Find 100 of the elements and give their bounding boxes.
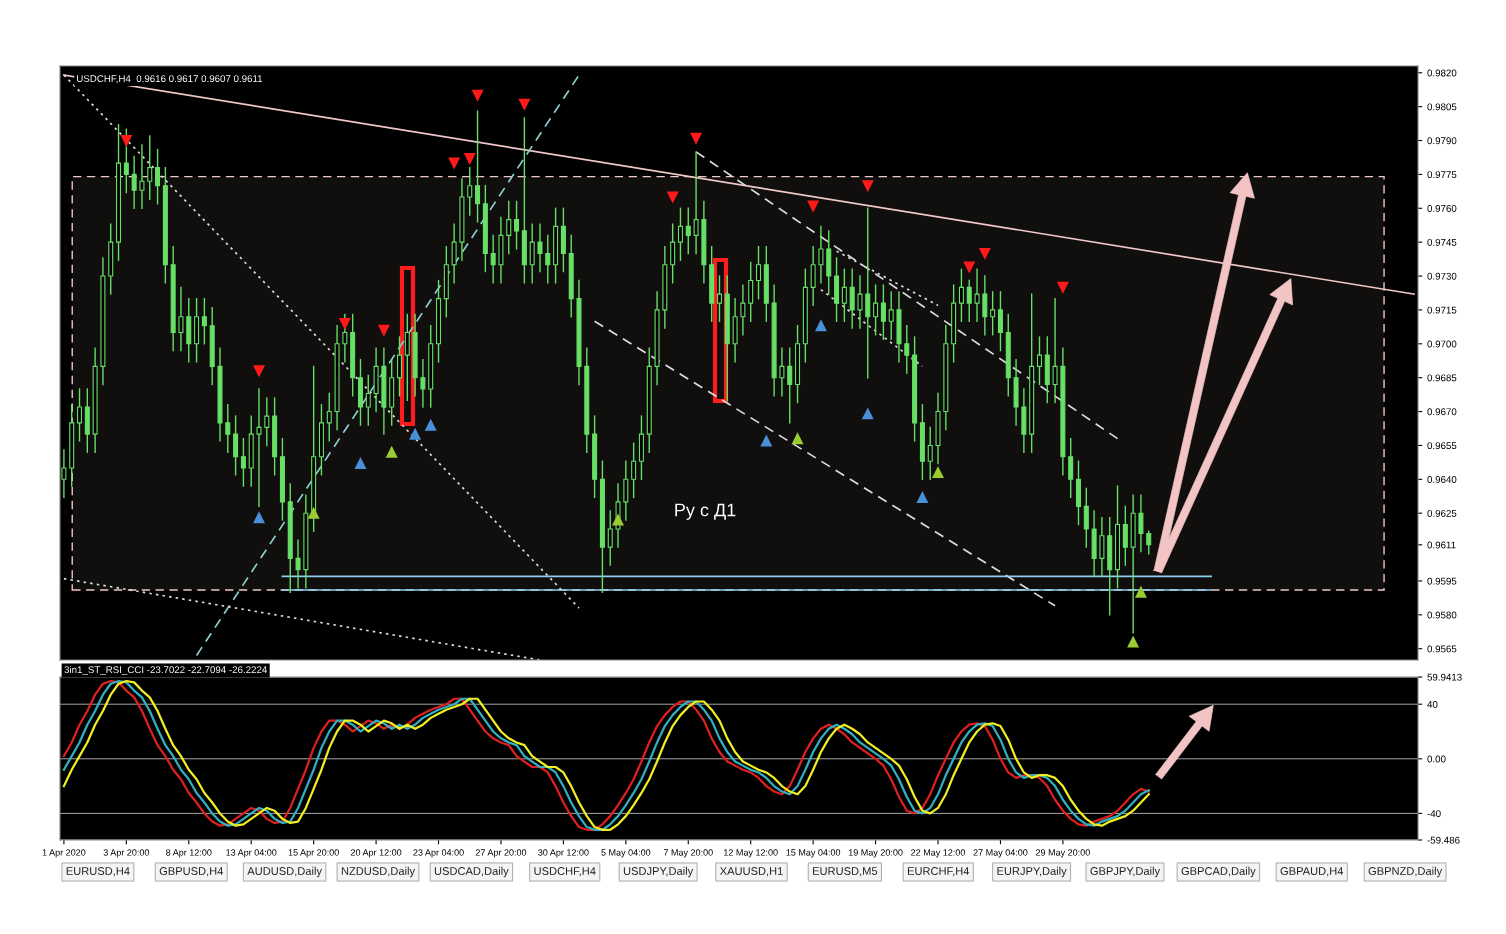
text: USDCHF,H4 0.9616 0.9617 0.9607 0.9611: [77, 75, 263, 84]
candlestick: [1083, 487, 1089, 548]
candlestick: [1068, 437, 1074, 499]
candlestick: [966, 279, 972, 322]
candlestick: [404, 313, 410, 401]
text: GBPUSD,H4: [159, 867, 224, 877]
candlestick: [982, 275, 988, 336]
candlestick: [1122, 505, 1128, 566]
candlestick: [693, 151, 699, 255]
x-tick-label: 23 Apr 04:00: [413, 849, 464, 858]
point: [386, 446, 398, 458]
candlestick: [1138, 494, 1144, 553]
y-tick-label: -59.486: [1427, 836, 1460, 844]
candlestick: [888, 291, 894, 340]
point: [409, 428, 421, 440]
point: [1057, 281, 1069, 293]
point: [471, 89, 484, 101]
candlestick: [537, 223, 543, 273]
point: [464, 153, 476, 165]
point: [815, 320, 827, 332]
candlestick: [147, 135, 153, 200]
candlestick: [927, 426, 933, 481]
candlestick: [865, 207, 871, 379]
candlestick: [201, 297, 207, 345]
point: [760, 435, 772, 447]
y-tick-label: 0.9595: [1427, 577, 1457, 585]
candlestick: [1036, 336, 1042, 386]
y-tick-label: 0.9730: [1427, 272, 1457, 280]
y-tick-label: 0.9655: [1427, 442, 1457, 450]
candlestick: [958, 268, 964, 322]
point: [378, 324, 390, 336]
point: [1127, 636, 1139, 648]
text: EURJPY,Daily: [997, 866, 1067, 878]
text: USDJPY,Daily: [623, 866, 694, 878]
y-tick-label: 0.9565: [1427, 645, 1457, 653]
x-tick-label: 15 Apr 20:00: [288, 849, 339, 858]
point: [667, 191, 679, 203]
candlestick: [139, 144, 145, 209]
candlestick: [178, 286, 184, 352]
candlestick: [685, 207, 691, 255]
x-tick-label: 5 May 04:00: [601, 849, 651, 858]
point: [916, 491, 928, 503]
candlestick: [326, 392, 332, 442]
x-tick-label: 3 Apr 20:00: [103, 849, 150, 858]
candlestick: [974, 268, 980, 322]
y-tick-label: 0.9760: [1427, 205, 1457, 212]
candlestick: [607, 510, 613, 566]
candlestick: [748, 261, 754, 322]
x-tick-label: 29 May 20:00: [1036, 849, 1090, 858]
y-tick-label: 0.9715: [1427, 306, 1457, 314]
point: [979, 247, 991, 260]
candlestick: [256, 388, 262, 508]
candlestick: [740, 284, 746, 336]
candlestick: [990, 291, 996, 336]
text: GBPJPY,Daily: [1090, 866, 1161, 878]
candlestick: [545, 234, 551, 284]
y-tick-label: 0.9611: [1427, 541, 1456, 549]
candlestick: [365, 374, 371, 426]
candlestick: [529, 223, 535, 284]
text: GBPAUD,H4: [1280, 867, 1344, 877]
candlestick: [451, 223, 457, 284]
point: [354, 457, 367, 470]
candlestick: [1052, 297, 1058, 404]
y-tick-label: 0.9805: [1427, 103, 1457, 111]
y-tick-label: 0.9640: [1427, 476, 1457, 483]
candlestick: [131, 155, 137, 209]
y-tick-label: 0.9625: [1427, 509, 1457, 517]
y-tick-label: 40: [1427, 700, 1438, 708]
point: [308, 507, 320, 519]
text: USDCHF,H4: [534, 867, 596, 877]
text: GBPNZD,Daily: [1368, 866, 1443, 878]
point: [963, 261, 975, 273]
x-tick-label: 13 Apr 04:00: [226, 849, 277, 858]
point: [253, 365, 265, 377]
text: AUDUSD,Daily: [247, 866, 322, 878]
candlestick: [631, 442, 637, 499]
candlestick: [787, 347, 793, 424]
point: [862, 180, 874, 192]
candlestick: [295, 539, 301, 589]
candlestick: [396, 336, 403, 397]
candlestick: [904, 325, 910, 374]
candlestick: [514, 200, 520, 250]
candlestick: [77, 388, 83, 442]
point: [1135, 586, 1147, 598]
candlestick: [857, 275, 863, 329]
candlestick: [997, 291, 1003, 352]
chart-title: 3in1_ST_RSI_CCI -23.7022 -22.7094 -26.2224: [64, 665, 268, 675]
candlestick: [1146, 530, 1152, 555]
candlestick: [342, 313, 348, 363]
y-tick-label: 59.9413: [1427, 673, 1462, 681]
candlestick: [420, 358, 426, 408]
candlestick: [475, 110, 481, 223]
text: USDCAD,Daily: [434, 866, 509, 878]
candlestick: [490, 234, 496, 284]
candlestick: [670, 223, 676, 284]
y-tick-label: -40: [1427, 810, 1441, 818]
candlestick: [756, 245, 762, 300]
y-tick-label: 0.9775: [1427, 171, 1457, 179]
point: [791, 433, 804, 445]
point: [518, 98, 530, 110]
